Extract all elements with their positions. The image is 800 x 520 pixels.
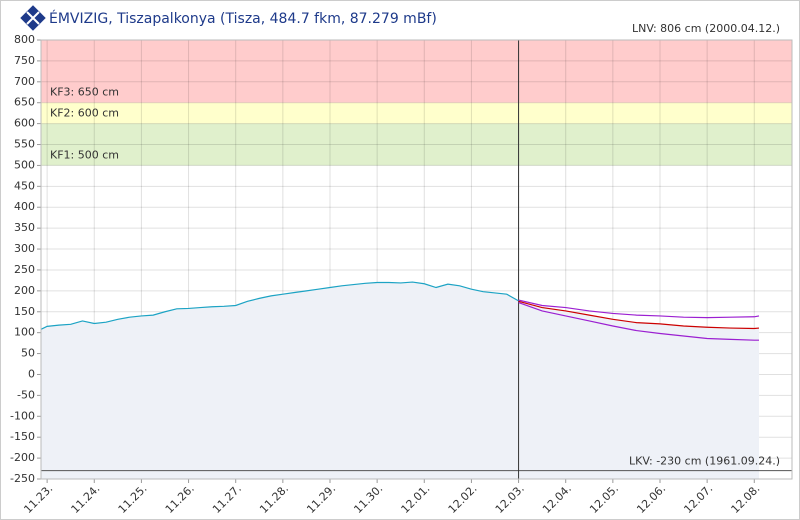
y-tick-label: 150 [14, 305, 35, 318]
y-tick-label: 700 [14, 75, 35, 88]
reference-label: LNV: 806 cm (2000.04.12.) [632, 22, 780, 35]
plot-border [40, 39, 793, 480]
y-tick-label: 750 [14, 54, 35, 67]
y-tick-label: 100 [14, 326, 35, 339]
y-tick-label: 300 [14, 242, 35, 255]
threshold-band [41, 102, 792, 124]
series-line [518, 299, 760, 319]
band-label: KF1: 500 cm [50, 148, 119, 161]
band-label: KF3: 650 cm [50, 86, 119, 99]
series-line [40, 281, 519, 330]
chart-title: ÉMVIZIG, Tiszapalkonya (Tisza, 484.7 fkm… [49, 10, 437, 27]
y-tick-label: -150 [10, 430, 35, 443]
y-tick-label: 600 [14, 117, 35, 130]
y-tick-label: 650 [14, 96, 35, 109]
y-tick-label: 500 [14, 158, 35, 171]
y-tick-label: -200 [10, 451, 35, 464]
y-tick-label: -250 [10, 472, 35, 485]
threshold-band [41, 123, 792, 166]
threshold-band [41, 40, 792, 103]
band-label: KF2: 600 cm [50, 107, 119, 120]
y-tick-label: -50 [17, 388, 35, 401]
y-tick-label: 0 [28, 367, 35, 380]
y-tick-label: -100 [10, 409, 35, 422]
y-tick-label: 350 [14, 221, 35, 234]
series-line [518, 300, 760, 330]
y-tick-label: 550 [14, 138, 35, 151]
y-tick-label: 450 [14, 179, 35, 192]
reference-label: LKV: -230 cm (1961.09.24.) [629, 455, 780, 468]
y-tick-label: 200 [14, 284, 35, 297]
logo [20, 5, 46, 31]
y-tick-label: 250 [14, 263, 35, 276]
y-tick-label: 400 [14, 200, 35, 213]
y-tick-label: 800 [14, 33, 35, 46]
series-line [518, 301, 759, 341]
area [518, 301, 759, 479]
y-tick-label: 50 [21, 347, 35, 360]
area [41, 282, 519, 479]
